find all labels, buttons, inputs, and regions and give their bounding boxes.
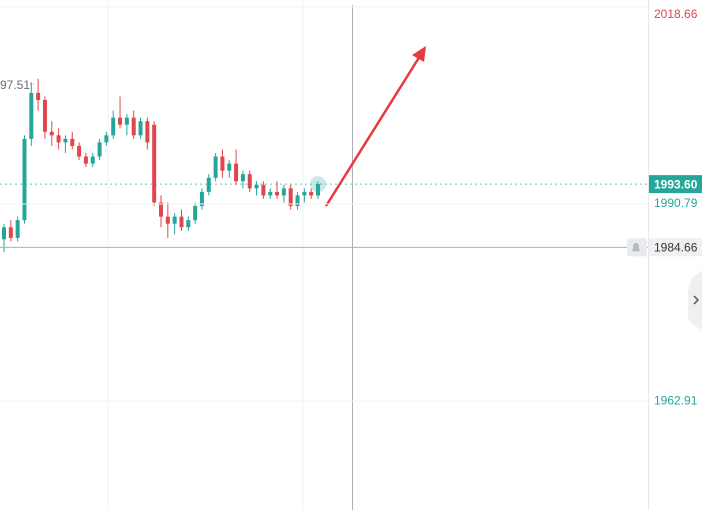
- candle-body: [309, 191, 314, 196]
- candle-body: [36, 92, 41, 100]
- candle-body: [97, 142, 102, 157]
- candle-body: [254, 184, 259, 189]
- candle-body: [316, 184, 320, 196]
- candle-body: [29, 92, 34, 139]
- candle-body: [49, 131, 54, 136]
- candle-body: [206, 177, 211, 192]
- candle-body: [281, 188, 286, 196]
- candle-body: [42, 99, 47, 132]
- candle-body: [8, 227, 13, 238]
- candle-body: [220, 156, 225, 171]
- y-tick-label: 1990.79: [654, 196, 698, 210]
- price-annotation: 97.51: [0, 78, 30, 92]
- bell-icon: [632, 242, 640, 252]
- candle-body: [63, 138, 68, 143]
- current-price-label-bg: [649, 175, 702, 194]
- candle-body: [172, 216, 177, 224]
- candle-body: [295, 195, 300, 207]
- chevron-icon: [693, 295, 700, 305]
- candle-body: [227, 163, 232, 171]
- candle-body: [199, 191, 204, 207]
- candle-body: [118, 117, 123, 125]
- candle-body: [56, 135, 61, 143]
- candle-body: [234, 163, 239, 182]
- candle-body: [131, 117, 136, 136]
- y-tick-label: 2018.66: [654, 7, 698, 21]
- candle-body: [186, 220, 191, 228]
- candle-body: [152, 124, 157, 203]
- current-price-label: 1993.60: [654, 177, 698, 191]
- y-tick-label: 1962.91: [654, 393, 698, 407]
- candle-body: [275, 191, 280, 196]
- candle-body: [247, 174, 252, 189]
- candle-body: [288, 188, 293, 207]
- arrow-line: [324, 55, 422, 207]
- side-panel-tab[interactable]: [688, 270, 702, 330]
- last-price-glow: [310, 176, 326, 193]
- candle-body: [83, 156, 88, 164]
- candle-body: [77, 145, 82, 157]
- trend-arrow[interactable]: [324, 46, 426, 207]
- candle-body: [268, 191, 273, 196]
- arrow-head: [412, 46, 426, 62]
- candle-body: [179, 216, 184, 228]
- candle-body: [193, 206, 198, 221]
- candle-body: [145, 121, 150, 143]
- candle-body: [240, 174, 245, 182]
- candle-body: [70, 138, 75, 146]
- candle-body: [22, 138, 27, 221]
- candle-body: [213, 156, 218, 178]
- candle-body: [261, 184, 266, 196]
- crosshair-label: 1984.66: [654, 241, 698, 255]
- crosshair-label-bg: [649, 238, 702, 257]
- candle-body: [111, 117, 116, 136]
- candle-body: [124, 117, 129, 125]
- plot: [2, 78, 326, 252]
- candle-body: [159, 202, 163, 217]
- candle-body: [165, 216, 170, 224]
- candle-body: [90, 156, 95, 164]
- candle-body: [104, 135, 109, 143]
- candle-body: [15, 220, 20, 238]
- candle-body: [302, 191, 307, 196]
- candle-body: [138, 121, 143, 136]
- candle-body: [2, 227, 6, 240]
